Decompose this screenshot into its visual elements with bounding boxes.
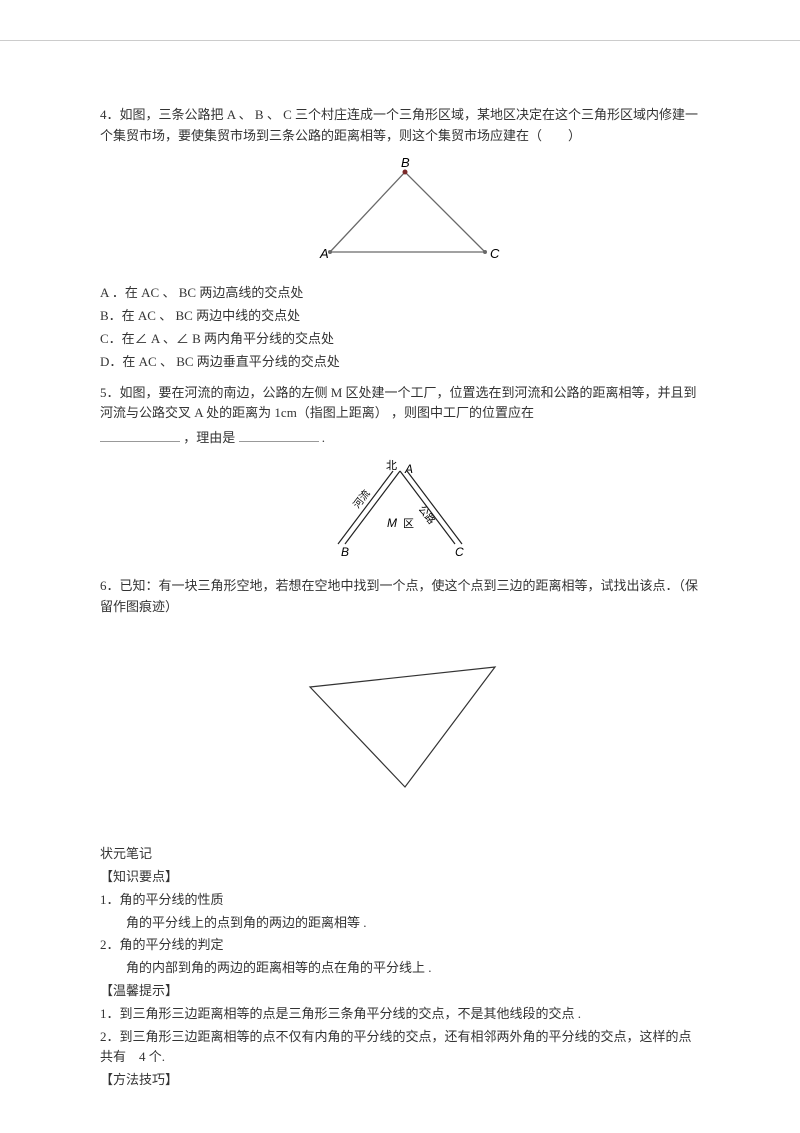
notes-title: 状元笔记 bbox=[100, 844, 700, 865]
q5-line1: 5．如图，要在河流的南边，公路的左侧 M 区处建一个工厂，位置选在到河流和公路的… bbox=[100, 383, 700, 425]
notes-p2a: 2．角的平分线的判定 bbox=[100, 935, 700, 956]
q4-svg: A B C bbox=[300, 157, 500, 267]
q5-north: 北 bbox=[386, 459, 397, 472]
q5-blank1 bbox=[100, 428, 180, 442]
q4-label-B: B bbox=[401, 157, 410, 170]
q4-optB: B．在 AC 、 BC 两边中线的交点处 bbox=[100, 306, 700, 327]
notes-sec3: 【方法技巧】 bbox=[100, 1070, 700, 1091]
q6-svg bbox=[290, 647, 510, 797]
q4-figure: A B C bbox=[100, 157, 700, 274]
notes-p1a: 1．角的平分线的性质 bbox=[100, 890, 700, 911]
q5-line2: ，理由是 . bbox=[100, 428, 700, 449]
q5-river: 河流 bbox=[350, 487, 373, 511]
q6-text: 6．已知：有一块三角形空地，若想在空地中找到一个点，使这个点到三边的距离相等，试… bbox=[100, 576, 700, 618]
notes-w1: 1．到三角形三边距离相等的点是三角形三条角平分线的交点，不是其他线段的交点 . bbox=[100, 1004, 700, 1025]
q4-text: 4．如图，三条公路把 A 、 B 、 C 三个村庄连成一个三角形区域，某地区决定… bbox=[100, 105, 700, 147]
notes-sec2: 【温馨提示】 bbox=[100, 981, 700, 1002]
q4-optD: D．在 AC 、 BC 两边垂直平分线的交点处 bbox=[100, 352, 700, 373]
notes-p1b: 角的平分线上的点到角的两边的距离相等 . bbox=[100, 913, 700, 934]
q5-label-A: A bbox=[404, 462, 413, 476]
q5-label-B: B bbox=[341, 545, 349, 559]
q4-label-A: A bbox=[319, 246, 329, 261]
q5-svg: 北 A B C 河流 公路 M 区 bbox=[315, 459, 485, 559]
notes-section: 状元笔记 【知识要点】 1．角的平分线的性质 角的平分线上的点到角的两边的距离相… bbox=[100, 844, 700, 1091]
q5-figure: 北 A B C 河流 公路 M 区 bbox=[100, 459, 700, 566]
q5-M: M bbox=[387, 516, 397, 530]
q5-blank2 bbox=[239, 428, 319, 442]
q4-optC: C．在∠ A 、∠ B 两内角平分线的交点处 bbox=[100, 329, 700, 350]
q4-label-C: C bbox=[490, 246, 500, 261]
q5-label-C: C bbox=[455, 545, 464, 559]
notes-sec1: 【知识要点】 bbox=[100, 867, 700, 888]
notes-p2b: 角的内部到角的两边的距离相等的点在角的平分线上 . bbox=[100, 958, 700, 979]
q5-road: 公路 bbox=[416, 503, 439, 527]
q5-area: 区 bbox=[403, 518, 414, 530]
q4-optA: A ．在 AC 、 BC 两边高线的交点处 bbox=[100, 283, 700, 304]
q6-figure bbox=[100, 647, 700, 804]
q5-mid: ，理由是 bbox=[183, 430, 235, 445]
q5-end: . bbox=[322, 430, 325, 445]
notes-w2: 2．到三角形三边距离相等的点不仅有内角的平分线的交点，还有相邻两外角的平分线的交… bbox=[100, 1027, 700, 1069]
